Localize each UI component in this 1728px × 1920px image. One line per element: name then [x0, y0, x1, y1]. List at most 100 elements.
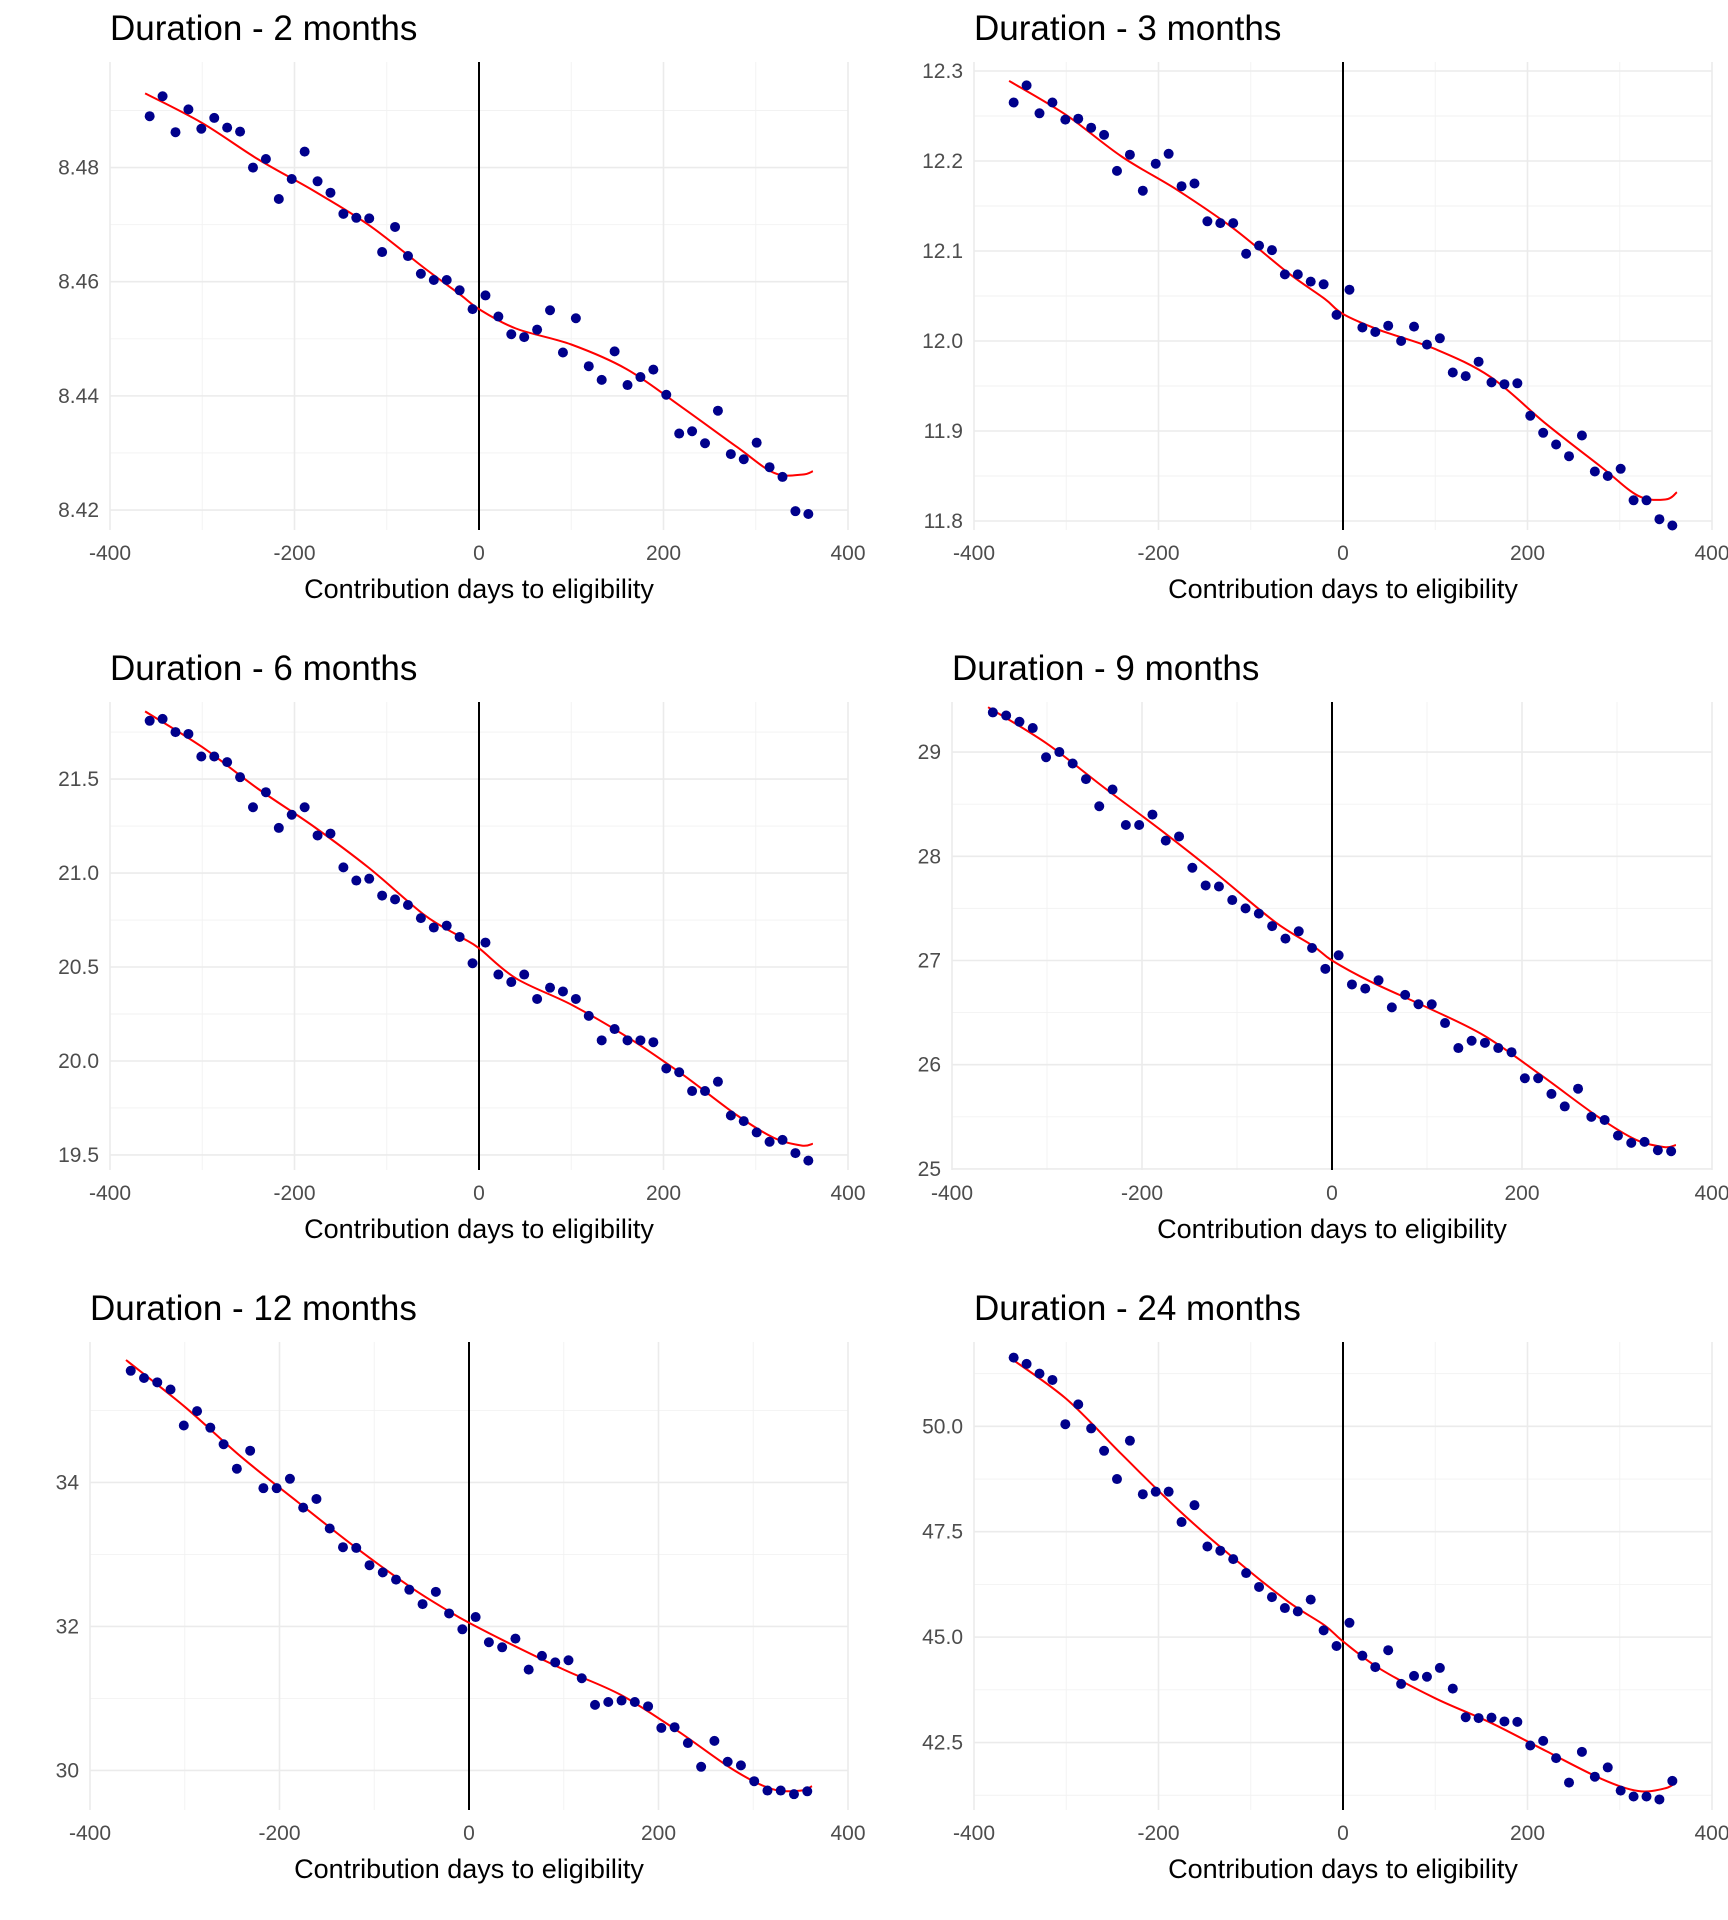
data-point: [1189, 1500, 1200, 1511]
data-point: [1370, 1662, 1381, 1673]
data-point: [1202, 1541, 1213, 1552]
data-point: [1546, 1088, 1557, 1099]
data-point: [144, 111, 155, 122]
data-point: [777, 1134, 788, 1145]
data-point: [286, 174, 297, 184]
data-point: [1346, 979, 1357, 990]
data-point: [700, 1086, 711, 1097]
data-point: [1150, 158, 1161, 169]
data-point: [596, 1035, 607, 1046]
data-point: [1639, 1136, 1650, 1147]
data-point: [1305, 1594, 1316, 1605]
fitted-curve: [1008, 80, 1678, 501]
data-point: [1137, 185, 1148, 196]
data-point: [1589, 466, 1600, 477]
data-point: [635, 1035, 646, 1046]
fitted-curve: [987, 706, 1677, 1149]
y-tick-label: 21.5: [58, 768, 99, 791]
data-point: [454, 931, 465, 942]
data-point: [563, 1655, 574, 1666]
data-point: [247, 162, 258, 173]
data-point: [183, 104, 194, 115]
y-tick-label: 11.9: [924, 420, 963, 443]
data-point: [1493, 1043, 1504, 1054]
data-point: [286, 809, 297, 820]
panel-3: -400 -200 0 200 400 19.5 20.0 20.5 21.0 21.5 Contr…: [58, 649, 865, 1244]
data-point: [751, 437, 762, 448]
x-tick-label: 0: [1326, 1182, 1338, 1205]
data-point: [1447, 1683, 1458, 1694]
data-point: [788, 1789, 799, 1800]
data-point: [682, 1738, 693, 1749]
data-point: [1331, 1640, 1342, 1651]
panel-5: -400 -200 0 200 400 30 32 34 Contribution days t…: [56, 1289, 866, 1884]
data-point: [1460, 1712, 1471, 1723]
data-point: [1086, 122, 1097, 133]
data-point: [402, 899, 413, 910]
data-point: [523, 1664, 534, 1675]
data-point: [570, 993, 581, 1004]
data-point: [1073, 113, 1084, 124]
data-point: [284, 1473, 295, 1484]
data-point: [312, 830, 323, 841]
data-point: [311, 1493, 322, 1504]
data-point: [1280, 933, 1291, 944]
data-point: [700, 438, 711, 449]
data-point: [1628, 1791, 1639, 1802]
data-point: [622, 1035, 633, 1046]
data-point: [1344, 1617, 1355, 1628]
data-point: [1021, 80, 1032, 91]
y-tick-label: 20.5: [58, 956, 99, 979]
y-tick-label: 32: [56, 1615, 79, 1638]
data-point: [687, 426, 698, 437]
y-tick-label: 19.5: [58, 1144, 99, 1167]
data-point: [299, 146, 310, 157]
data-point: [364, 213, 375, 224]
data-point: [506, 977, 517, 988]
x-tick-label: -400: [953, 1822, 995, 1845]
data-point: [497, 1642, 508, 1653]
data-point: [550, 1657, 561, 1668]
data-point: [1576, 1746, 1587, 1757]
data-point: [790, 506, 801, 517]
data-point: [570, 313, 581, 324]
data-point: [1163, 1486, 1174, 1497]
x-tick-label: -400: [931, 1182, 973, 1205]
data-point: [404, 1584, 415, 1595]
data-point: [377, 890, 388, 901]
data-point: [674, 428, 685, 439]
x-tick-label: 400: [1694, 542, 1728, 565]
data-point: [583, 1010, 594, 1021]
data-point: [803, 509, 814, 520]
data-point: [1034, 1368, 1045, 1379]
data-point: [1506, 1047, 1517, 1058]
data-point: [1344, 284, 1355, 295]
data-point: [1163, 148, 1174, 159]
fitted-curve: [144, 710, 814, 1147]
data-point: [506, 329, 517, 340]
data-point: [1626, 1137, 1637, 1148]
x-tick-label: 200: [646, 1182, 681, 1205]
data-point: [764, 462, 775, 473]
data-point: [157, 91, 168, 102]
data-point: [324, 1523, 335, 1534]
x-axis-label: Contribution days to eligibility: [304, 1214, 654, 1244]
data-point: [415, 913, 426, 924]
data-point: [1099, 129, 1110, 140]
data-point: [609, 1024, 620, 1035]
y-tick-label: 12.1: [922, 240, 963, 263]
panel-4: -400 -200 0 200 400 25 26 27 28 29 Contribution da…: [918, 649, 1728, 1244]
y-tick-label: 11.8: [924, 510, 963, 533]
data-point: [390, 221, 401, 232]
data-point: [987, 707, 998, 718]
data-point: [1512, 378, 1523, 389]
data-point: [669, 1722, 680, 1733]
panel-6: -400 -200 0 200 400 42.5 45.0 47.5 50.0 Contribut…: [922, 1289, 1728, 1884]
data-point: [1227, 895, 1238, 906]
x-tick-label: 0: [473, 1182, 485, 1205]
data-point: [609, 346, 620, 357]
x-axis-label: Contribution days to eligibility: [304, 574, 654, 604]
data-point: [1434, 333, 1445, 344]
x-tick-label: -400: [89, 542, 131, 565]
